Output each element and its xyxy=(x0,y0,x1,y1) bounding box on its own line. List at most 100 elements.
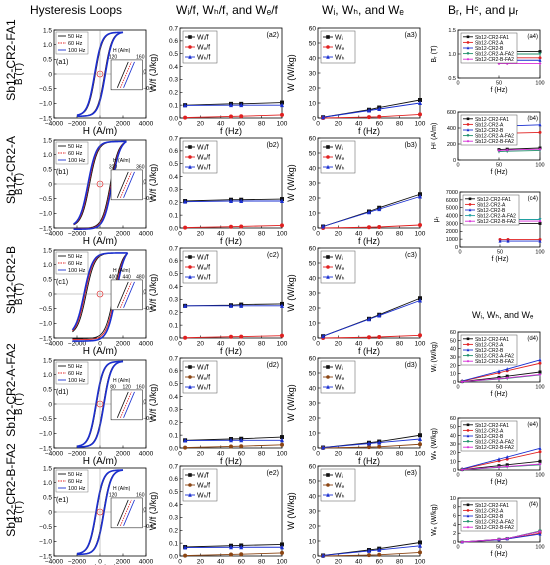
y-tick-label: −1.0 xyxy=(39,539,52,546)
x-axis-label: f (Hz) xyxy=(358,126,380,136)
y-tick-label: 40 xyxy=(309,493,317,500)
x-tick-label: −2000 xyxy=(68,559,87,565)
legend: Wᵢ/f Wₑ/f Wₕ/f xyxy=(182,360,218,394)
data-point xyxy=(466,525,470,529)
data-point xyxy=(497,457,501,461)
series-line xyxy=(461,359,541,382)
y-tick-label: 30 xyxy=(309,70,317,77)
inset: 80 120 160 H (A/m) 0 −0.1 xyxy=(110,378,153,422)
data-point xyxy=(538,147,542,151)
y-tick-label: 0 xyxy=(453,468,456,474)
data-point xyxy=(466,514,470,518)
series-line xyxy=(323,551,421,557)
y-tick-label: 0.2 xyxy=(169,528,178,535)
x-tick-label: −2000 xyxy=(68,231,87,238)
legend-entry: Wₑ xyxy=(335,265,345,272)
y-tick-label: 0.0 xyxy=(169,445,178,452)
series-line xyxy=(323,438,421,448)
y-tick-label: 1.5 xyxy=(43,465,52,472)
x-tick-label: 50 xyxy=(496,473,502,479)
data-point xyxy=(326,274,330,279)
y-tick-label: 0 xyxy=(312,335,316,342)
x-tick-label: 0 xyxy=(178,341,182,348)
data-point xyxy=(377,552,382,557)
x-tick-label: 0 xyxy=(458,250,461,256)
y-tick-label: 1.0 xyxy=(43,42,52,49)
y-tick-label: 4000 xyxy=(446,213,458,219)
data-point xyxy=(466,139,470,143)
data-point xyxy=(505,376,509,380)
legend-entry: Wᵢ/f xyxy=(197,365,209,372)
panel-label: (d1) xyxy=(56,389,68,396)
y-axis-label: B (T) xyxy=(14,173,25,195)
data-point xyxy=(418,100,422,105)
y-tick-label: 0 xyxy=(48,291,52,298)
panel-label: (a3) xyxy=(405,32,417,39)
y-tick-label: 0.1 xyxy=(169,102,178,109)
y-tick-label: −1.0 xyxy=(39,101,52,108)
legend-entry: Wₑ xyxy=(335,483,345,490)
x-tick-label: 60 xyxy=(238,341,246,348)
inset-tick-label: −0.1 xyxy=(143,524,153,530)
series-line xyxy=(185,224,283,229)
y-axis-label: W/f (J/kg) xyxy=(148,492,158,531)
x-axis-label: f (Hz) xyxy=(490,87,507,94)
data-point xyxy=(229,224,233,229)
x-tick-label: 80 xyxy=(258,559,266,565)
y-tick-label: 60 xyxy=(309,135,317,142)
data-point xyxy=(538,62,542,66)
legend: Wᵢ Wₑ Wₕ xyxy=(320,140,356,174)
x-axis-label: H (A/m) xyxy=(83,346,117,357)
x-tick-label: 60 xyxy=(376,341,384,348)
inset-frame xyxy=(110,169,143,201)
series-line xyxy=(461,447,541,470)
y-tick-label: 0.0 xyxy=(169,553,178,560)
data-point xyxy=(468,214,472,218)
x-tick-label: 20 xyxy=(197,121,205,128)
y-tick-label: 60 xyxy=(309,25,317,32)
inset-tick-label: 120 xyxy=(123,384,132,390)
data-point xyxy=(466,337,470,341)
x-axis-label: f (Hz) xyxy=(490,479,507,486)
data-point xyxy=(188,473,192,477)
data-point xyxy=(377,547,382,552)
data-point xyxy=(280,542,284,547)
row-label: Sb12-CR2-A xyxy=(4,136,18,204)
series-line xyxy=(185,200,282,203)
inset-curve xyxy=(120,171,132,198)
data-point xyxy=(418,112,422,117)
legend-entry: Wₕ xyxy=(335,55,345,62)
panel-c2: 0.7 0.6 0.5 0.4 0.3 0.2 0.1 0.00 20 40 60 80 100 f (H… xyxy=(148,245,288,356)
y-tick-label: −1.5 xyxy=(39,445,52,452)
y-tick-label: 30 xyxy=(450,442,456,448)
x-tick-label: 50 xyxy=(497,250,503,256)
y-tick-label: 0.6 xyxy=(169,476,178,483)
inset-curve xyxy=(120,281,132,308)
inset: 120 160 H (A/m) 0 −0.1 xyxy=(109,48,154,92)
y-tick-label: −0.5 xyxy=(39,416,52,423)
data-point xyxy=(280,544,284,550)
data-point xyxy=(321,552,326,558)
y-tick-label: 40 xyxy=(309,165,317,172)
data-point xyxy=(367,335,371,340)
x-tick-label: −2000 xyxy=(68,121,87,128)
x-tick-label: 100 xyxy=(277,231,288,238)
y-tick-label: 0.3 xyxy=(169,77,178,84)
data-point xyxy=(188,164,192,169)
y-tick-label: −1.5 xyxy=(39,115,52,122)
data-point xyxy=(188,255,192,259)
x-axis-label: f (Hz) xyxy=(358,456,380,466)
data-point xyxy=(188,45,192,49)
y-tick-label: 7000 xyxy=(446,190,458,196)
series-line xyxy=(185,335,283,339)
y-tick-label: 0.4 xyxy=(169,174,178,181)
series-line xyxy=(323,545,421,556)
y-tick-label: 10 xyxy=(309,430,317,437)
inset-axis-label: H (A/m) xyxy=(113,486,131,492)
panel-d2: 0.7 0.6 0.5 0.4 0.3 0.2 0.1 0.00 20 40 60 80 100 f (H… xyxy=(148,355,288,466)
data-point xyxy=(280,223,284,228)
panel-label: (c2) xyxy=(267,252,279,259)
x-tick-label: 20 xyxy=(335,451,343,458)
data-point xyxy=(538,532,542,536)
